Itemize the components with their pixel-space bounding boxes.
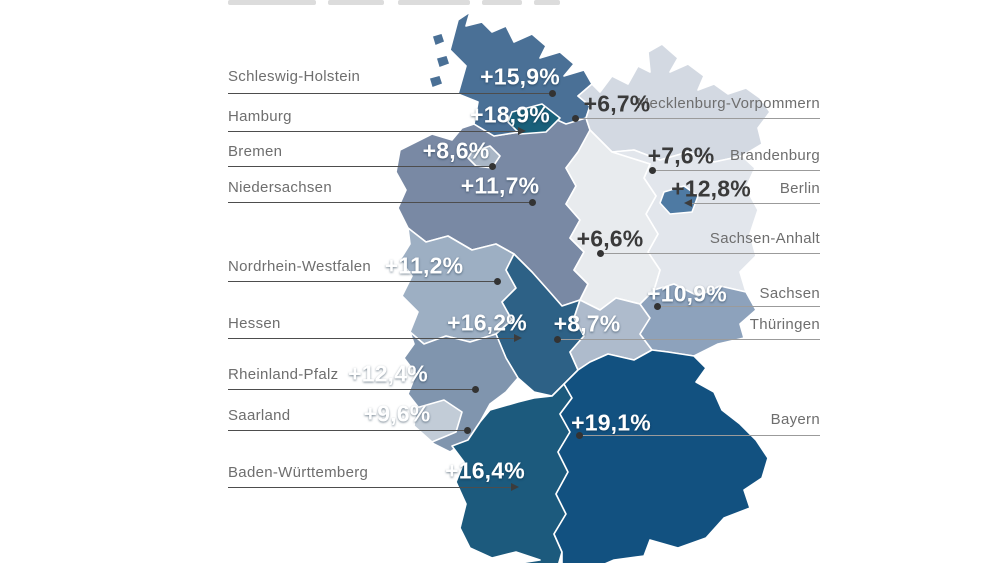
- cropped-title-fragment: [398, 0, 470, 5]
- state-name-thueringen: Thüringen: [749, 316, 820, 333]
- value-label-rheinland-pfalz: +12,4%: [348, 360, 428, 387]
- value-label-nordrhein-westfalen: +11,2%: [384, 252, 464, 279]
- leader-dot-niedersachsen: [529, 199, 536, 206]
- leader-dot-nordrhein-westfalen: [494, 278, 501, 285]
- state-name-bayern: Bayern: [770, 411, 820, 428]
- value-label-sachsen-anhalt: +6,6%: [576, 225, 644, 252]
- value-label-hamburg: +18,9%: [470, 101, 550, 128]
- cropped-title-fragment: [228, 0, 316, 5]
- state-shape-sachsen: [639, 283, 757, 357]
- value-label-bayern: +19,1%: [571, 409, 651, 436]
- state-name-hamburg: Hamburg: [228, 108, 292, 125]
- leader-dot-schleswig-holstein: [549, 90, 556, 97]
- leader-dot-sachsen: [654, 303, 661, 310]
- state-name-hessen: Hessen: [228, 315, 281, 332]
- value-label-mecklenburg-vorpommern: +6,7%: [583, 90, 651, 117]
- leader-dot-rheinland-pfalz: [472, 386, 479, 393]
- leader-line-thueringen: [557, 339, 820, 340]
- cropped-title-fragment: [328, 0, 384, 5]
- state-shape-schleswig-holstein-island: [435, 54, 451, 69]
- leader-arrow-hessen: [514, 334, 522, 342]
- cropped-title-fragment: [534, 0, 560, 5]
- state-name-schleswig-holstein: Schleswig-Holstein: [228, 68, 361, 85]
- leader-dot-bremen: [489, 163, 496, 170]
- leader-dot-saarland: [464, 427, 471, 434]
- leader-dot-thueringen: [554, 336, 561, 343]
- leader-arrow-hamburg: [518, 127, 526, 135]
- leader-line-berlin: [692, 203, 820, 204]
- cropped-title-fragment: [482, 0, 522, 5]
- leader-arrow-berlin: [684, 199, 692, 207]
- leader-line-baden-wuerttemberg: [228, 487, 511, 488]
- state-name-nordrhein-westfalen: Nordrhein-Westfalen: [228, 258, 371, 275]
- state-name-saarland: Saarland: [228, 407, 291, 424]
- state-name-brandenburg: Brandenburg: [729, 147, 820, 164]
- value-label-berlin: +12,8%: [671, 175, 751, 202]
- leader-arrow-baden-wuerttemberg: [511, 483, 519, 491]
- state-shape-berlin: [659, 185, 699, 215]
- leader-dot-brandenburg: [649, 167, 656, 174]
- leader-line-schleswig-holstein: [228, 93, 552, 94]
- value-label-sachsen: +10,9%: [647, 280, 727, 307]
- state-name-mecklenburg-vorpommern: Mecklenburg-Vorpommern: [636, 95, 820, 112]
- state-name-baden-wuerttemberg: Baden-Württemberg: [228, 464, 369, 481]
- value-label-schleswig-holstein: +15,9%: [480, 63, 560, 90]
- leader-dot-mecklenburg-vorpommern: [572, 115, 579, 122]
- leader-line-sachsen-anhalt: [600, 253, 820, 254]
- state-name-sachsen-anhalt: Sachsen-Anhalt: [709, 230, 820, 247]
- state-shape-hamburg: [507, 103, 561, 135]
- value-label-saarland: +9,6%: [363, 400, 431, 427]
- value-label-brandenburg: +7,6%: [647, 142, 715, 169]
- state-name-berlin: Berlin: [779, 180, 820, 197]
- state-shape-bayern: [553, 349, 769, 563]
- leader-line-hamburg: [228, 131, 518, 132]
- leader-line-sachsen: [657, 306, 820, 307]
- leader-line-bayern: [579, 435, 820, 436]
- leader-line-hessen: [228, 338, 514, 339]
- leader-line-rheinland-pfalz: [228, 389, 475, 390]
- value-label-niedersachsen: +11,7%: [460, 172, 540, 199]
- leader-line-bremen: [228, 166, 492, 167]
- leader-dot-bayern: [576, 432, 583, 439]
- state-name-bremen: Bremen: [228, 143, 283, 160]
- state-shape-schleswig-holstein-island: [428, 74, 444, 89]
- state-name-sachsen: Sachsen: [759, 285, 820, 302]
- value-label-bremen: +8,6%: [422, 137, 490, 164]
- value-label-hessen: +16,2%: [447, 309, 527, 336]
- state-shape-schleswig-holstein: [449, 11, 593, 137]
- value-label-thueringen: +8,7%: [553, 310, 621, 337]
- state-name-rheinland-pfalz: Rheinland-Pfalz: [228, 366, 339, 383]
- state-shape-saarland: [413, 399, 463, 443]
- leader-line-saarland: [228, 430, 467, 431]
- leader-dot-sachsen-anhalt: [597, 250, 604, 257]
- leader-line-mecklenburg-vorpommern: [575, 118, 820, 119]
- leader-line-brandenburg: [652, 170, 820, 171]
- state-shape-schleswig-holstein-island: [431, 32, 446, 47]
- value-label-baden-wuerttemberg: +16,4%: [445, 457, 525, 484]
- leader-line-nordrhein-westfalen: [228, 281, 497, 282]
- state-name-niedersachsen: Niedersachsen: [228, 179, 332, 196]
- leader-line-niedersachsen: [228, 202, 532, 203]
